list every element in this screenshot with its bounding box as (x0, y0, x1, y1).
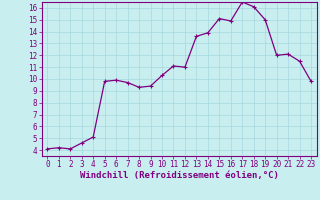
X-axis label: Windchill (Refroidissement éolien,°C): Windchill (Refroidissement éolien,°C) (80, 171, 279, 180)
